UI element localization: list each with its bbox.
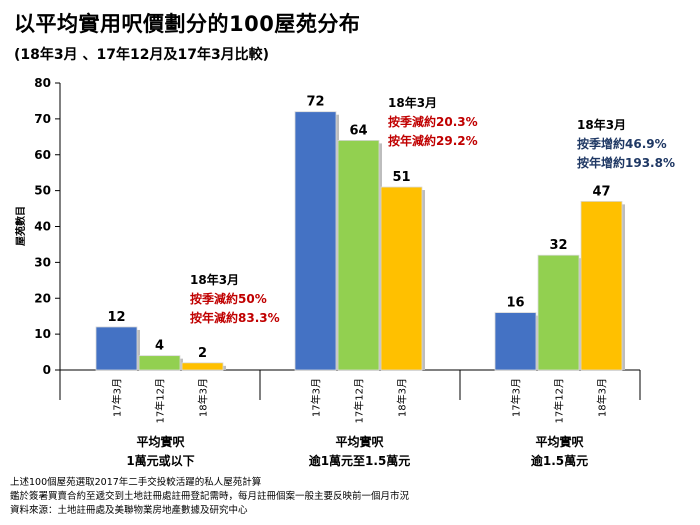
footnotes: 上述100個屋苑選取2017年二手交投較活躍的私人屋苑計算 鑑於簽署買賣合約至遞… bbox=[10, 476, 409, 518]
y-axis-label: 屋苑數目 bbox=[14, 206, 27, 246]
group-label-line1: 平均實呎 bbox=[535, 434, 584, 449]
x-tick-label: 17年12月 bbox=[353, 378, 366, 423]
y-tick-label: 70 bbox=[34, 112, 51, 126]
bar-value-label: 72 bbox=[306, 95, 324, 110]
y-tick-label: 10 bbox=[34, 327, 51, 341]
group-label-line2: 逾1.5萬元 bbox=[531, 453, 588, 468]
bar-chart: 0 10 20 30 40 50 60 70 80 屋苑數目 12 17年3月 4 17年12月 2 18年3… bbox=[14, 76, 675, 468]
bar-value-label: 47 bbox=[592, 184, 610, 199]
chart-title: 以平均實用呎價劃分的100屋苑分布 bbox=[14, 12, 361, 36]
bar bbox=[380, 186, 423, 371]
chart-subtitle: (18年3月 、17年12月及17年3月比較) bbox=[14, 47, 270, 63]
annotation-header: 18年3月 bbox=[190, 272, 239, 287]
y-tick-label: 40 bbox=[34, 220, 51, 234]
x-tick-label: 18年3月 bbox=[396, 378, 409, 417]
annotation-header: 18年3月 bbox=[577, 117, 626, 132]
annotation-header: 18年3月 bbox=[388, 95, 437, 110]
x-tick-label: 17年12月 bbox=[553, 378, 566, 423]
annotation-line1: 按季減約20.3% bbox=[388, 114, 478, 129]
footnote-1: 上述100個屋苑選取2017年二手交投較活躍的私人屋苑計算 bbox=[10, 477, 262, 488]
y-tick-label: 80 bbox=[34, 76, 51, 90]
bar bbox=[494, 312, 537, 371]
group-label-line2: 逾1萬元至1.5萬元 bbox=[309, 453, 411, 468]
x-tick-label: 17年3月 bbox=[310, 378, 323, 417]
group-label-line1: 平均實呎 bbox=[136, 434, 185, 449]
bar-value-label: 32 bbox=[549, 238, 567, 253]
x-tick-label: 18年3月 bbox=[197, 378, 210, 417]
bar-value-label: 64 bbox=[349, 123, 367, 138]
bar bbox=[95, 326, 138, 371]
y-tick-label: 0 bbox=[43, 363, 51, 377]
x-tick-label: 17年12月 bbox=[154, 378, 167, 423]
group-label-line1: 平均實呎 bbox=[335, 434, 384, 449]
annotation-line2: 按年減約29.2% bbox=[388, 133, 478, 148]
bar-value-label: 2 bbox=[198, 346, 207, 361]
bar bbox=[181, 362, 224, 371]
bar bbox=[537, 254, 580, 371]
annotation-line1: 按季減約50% bbox=[190, 291, 267, 306]
bar-value-label: 12 bbox=[107, 310, 125, 325]
x-tick-label: 17年3月 bbox=[111, 378, 124, 417]
y-tick-label: 50 bbox=[34, 184, 51, 198]
y-tick-label: 20 bbox=[34, 291, 51, 305]
bar bbox=[337, 139, 380, 371]
bar-value-label: 4 bbox=[155, 339, 164, 354]
y-tick-label: 30 bbox=[34, 255, 51, 269]
annotation-line2: 按年增約193.8% bbox=[577, 155, 675, 170]
x-tick-label: 17年3月 bbox=[510, 378, 523, 417]
bar bbox=[294, 111, 337, 371]
annotation-line2: 按年減約83.3% bbox=[190, 310, 280, 325]
x-tick-label: 18年3月 bbox=[596, 378, 609, 417]
group-label-line2: 1萬元或以下 bbox=[126, 453, 194, 468]
footnote-2: 鑑於簽署買賣合約至遞交到土地註冊處註冊登記需時，每月註冊個案一般主要反映前一個月… bbox=[10, 491, 410, 502]
y-tick-label: 60 bbox=[34, 148, 51, 162]
bar-value-label: 51 bbox=[392, 170, 410, 185]
annotation-line1: 按季增約46.9% bbox=[577, 136, 667, 151]
footnote-3: 資料來源：土地註冊處及美聯物業房地產數據及研究中心 bbox=[10, 505, 248, 516]
bar bbox=[580, 200, 623, 371]
bar bbox=[138, 355, 181, 371]
bar-value-label: 16 bbox=[506, 296, 524, 311]
